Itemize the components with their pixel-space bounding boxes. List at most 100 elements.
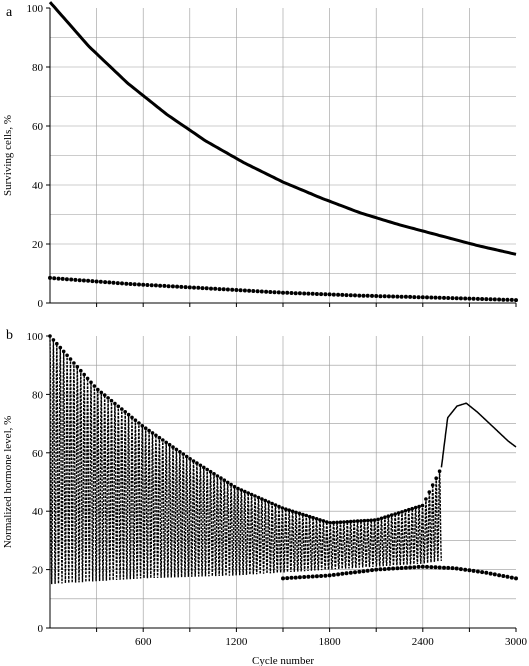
series-peak-dot [72, 361, 76, 365]
series-dot [505, 574, 510, 579]
series-peak-dot [427, 490, 432, 494]
y-tick-label: 40 [32, 180, 44, 192]
series-dot [264, 289, 269, 294]
series-dot [395, 566, 400, 571]
series-dot [217, 287, 222, 292]
series-dot [259, 289, 264, 294]
series-dot [386, 566, 391, 571]
series-dot [48, 275, 52, 280]
series-peak-dot [379, 516, 384, 521]
series-dot [467, 568, 472, 573]
series-dot [429, 565, 434, 570]
series-dot [141, 282, 146, 287]
series-peak-dot [304, 513, 309, 518]
series-peak-dot [321, 519, 326, 523]
series-dot [183, 285, 188, 290]
series-dot [348, 293, 353, 298]
series-peak-dot [205, 467, 209, 472]
series-dot [446, 296, 451, 300]
series-dot [221, 287, 226, 292]
series-dot [488, 571, 493, 576]
series-peak-dot [154, 433, 158, 438]
series-peak-dot [140, 424, 145, 428]
y-tick-label: 80 [32, 389, 44, 401]
series-peak-dot [106, 396, 110, 400]
series-peak-dot [338, 520, 343, 524]
series-dot [209, 286, 213, 291]
series-dot [276, 290, 281, 295]
series-peak-dot [120, 407, 124, 411]
series-dot [281, 290, 285, 295]
series-dot [446, 565, 451, 570]
series-dot [492, 297, 497, 302]
series-dot [225, 287, 230, 292]
series-peak-dot [318, 518, 322, 522]
series-peak-dot [420, 503, 425, 508]
series-dot [158, 283, 163, 288]
series-peak-dot [369, 518, 374, 523]
series-dot [475, 569, 480, 574]
series-dot [285, 290, 290, 295]
series-dot [238, 288, 243, 293]
series-dot [166, 284, 171, 289]
series-dot [403, 294, 408, 299]
series-dot [408, 565, 413, 570]
series-peak-dot [400, 510, 404, 514]
series-dot [192, 285, 196, 290]
series-dot [505, 297, 510, 302]
panel-letter: b [6, 328, 13, 343]
series-dot [98, 279, 103, 284]
series-dot [319, 574, 324, 578]
series-peak-dot [348, 519, 353, 524]
series-peak-dot [195, 461, 199, 465]
x-tick-label: 1200 [225, 636, 248, 648]
series-dot [501, 574, 506, 578]
series-dot [425, 295, 429, 300]
series-peak-dot [150, 431, 155, 435]
series-peak-dot [273, 503, 278, 507]
series-dot [484, 297, 489, 302]
series-peak-dot [126, 412, 131, 417]
x-axis-title: Cycle number [252, 655, 314, 666]
series-peak-dot [328, 521, 333, 525]
series-dot [310, 291, 315, 296]
series-peak-dot [407, 507, 411, 512]
y-axis-title: Surviving cells, % [2, 115, 14, 196]
series-dot [509, 297, 514, 302]
series-peak-dot [82, 372, 86, 377]
series-dot [514, 298, 518, 303]
series-peak-dot [311, 515, 315, 520]
y-tick-label: 40 [32, 506, 44, 518]
series-peak-dot [434, 476, 439, 481]
series-peak-dot [48, 334, 52, 338]
series-dot [293, 291, 298, 296]
series-dot [374, 567, 379, 572]
y-tick-label: 60 [32, 448, 44, 460]
series-dot [56, 276, 61, 281]
series-dot [399, 294, 404, 299]
series-dot [69, 277, 74, 282]
series-peak-dot [396, 511, 401, 515]
series-dot [73, 277, 78, 282]
series-dot [297, 291, 302, 296]
series-peak-dot [325, 520, 329, 524]
series-dot [297, 575, 302, 580]
series-dot [327, 292, 332, 297]
series-dot [514, 576, 518, 581]
series-peak-dot [372, 518, 377, 522]
series-dot [293, 575, 298, 580]
series-dot [137, 282, 141, 287]
series-peak-dot [277, 504, 281, 509]
series-dot [475, 296, 480, 301]
series-dot [242, 288, 247, 293]
series-dot [115, 281, 120, 286]
series-peak-dot [143, 426, 148, 431]
series-dot [378, 567, 383, 572]
series-line-1 [440, 402, 517, 468]
series-dot [391, 566, 396, 571]
series-dot [433, 565, 438, 570]
series-peak-dot [184, 454, 189, 459]
series-dot [344, 293, 349, 298]
series-dot [331, 292, 336, 297]
series-dot [285, 576, 290, 581]
